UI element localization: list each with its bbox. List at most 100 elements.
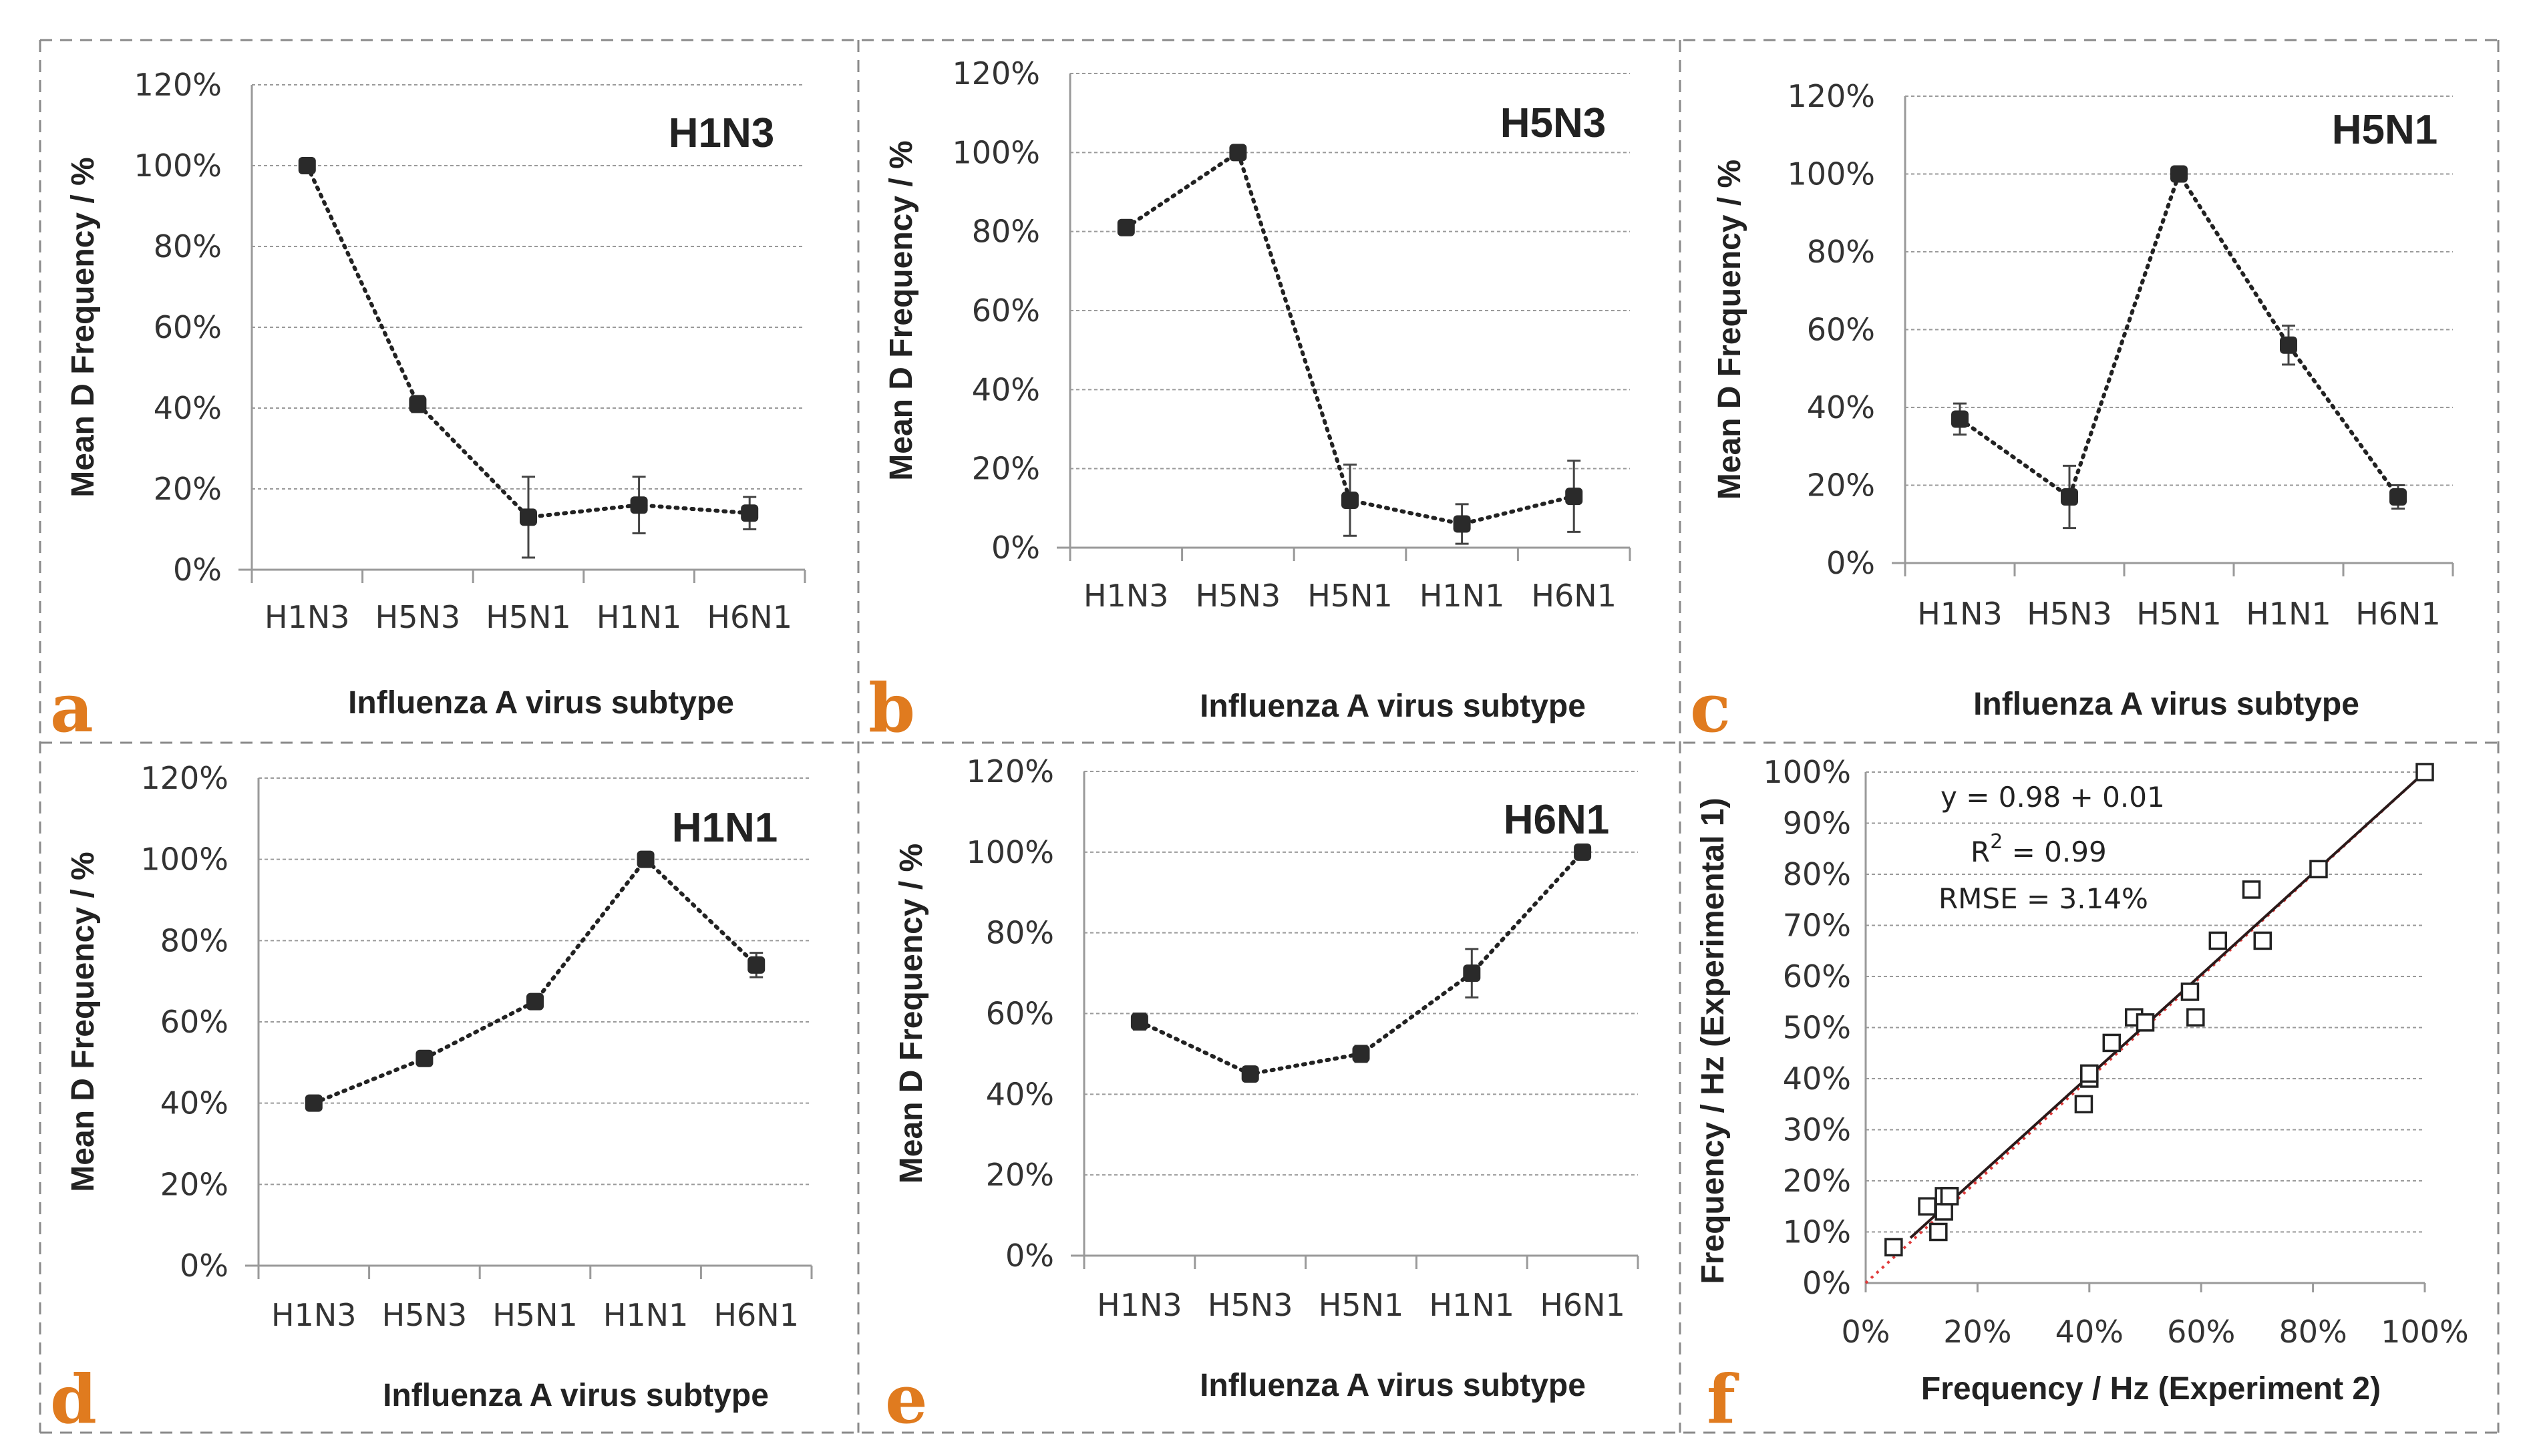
fit-line (1909, 771, 2426, 1239)
scatter-point (2242, 880, 2261, 899)
x-tick-label: H1N3 (265, 599, 350, 635)
scatter-point (2186, 1008, 2205, 1027)
y-tick-label: 0% (1802, 1265, 1851, 1301)
x-axis-title: Influenza A virus subtype (383, 1378, 769, 1413)
y-tick-label: 100% (134, 148, 222, 184)
y-tick-label: 20% (1807, 468, 1875, 504)
x-tick-label: H1N1 (2246, 596, 2331, 632)
y-tick-label: 0% (1005, 1238, 1054, 1274)
y-tick-label: 50% (1783, 1010, 1851, 1046)
scatter-point (2253, 931, 2272, 950)
y-tick-label: 40% (986, 1076, 1054, 1112)
fit-equation: y = 0.98 + 0.01 (1941, 781, 2165, 813)
y-tick-label: 0% (180, 1248, 228, 1284)
r-squared-value: = 0.99 (2003, 836, 2106, 868)
data-point (2280, 336, 2297, 354)
panel-letter: b (868, 669, 915, 747)
y-tick-label: 120% (952, 55, 1040, 92)
x-tick-label: H1N1 (1419, 578, 1505, 614)
y-tick-label: 20% (1783, 1163, 1851, 1199)
y-tick-label: 60% (1783, 958, 1851, 994)
panel-c: 0% 20% 40% 60% 80% 100% 120% H1N3 H5N3 H5N1 H1N1 H6… (1690, 78, 2454, 747)
y-tick-label: 0% (1826, 545, 1875, 581)
r-squared: R2 = 0.99 (1971, 830, 2107, 868)
y-axis-title: Mean D Frequency / % (894, 844, 929, 1184)
r-squared-superscript: 2 (1990, 830, 2003, 854)
data-point (409, 395, 427, 413)
data-point (520, 508, 537, 526)
data-point (1565, 488, 1583, 506)
x-tick-label: H5N1 (1319, 1287, 1404, 1323)
x-tick-label: H6N1 (1531, 578, 1617, 614)
y-tick-label: 100% (1787, 156, 1875, 192)
chart-title: H5N3 (1500, 100, 1607, 146)
y-tick-label: 20% (986, 1157, 1054, 1193)
x-tick-label: 40% (2055, 1314, 2124, 1350)
data-point (2170, 165, 2188, 183)
y-tick-label: 10% (1783, 1214, 1851, 1250)
x-tick-label: H6N1 (2355, 596, 2441, 632)
data-point (1463, 964, 1481, 982)
panel-letter: c (1690, 669, 1731, 747)
y-tick-label: 20% (972, 451, 1040, 487)
data-point (1574, 843, 1592, 861)
x-axis-title: Influenza A virus subtype (1200, 689, 1586, 724)
y-tick-label: 20% (160, 1166, 228, 1202)
x-tick-label: 0% (1842, 1314, 1890, 1350)
data-point (747, 956, 766, 974)
x-tick-label: 100% (2381, 1314, 2469, 1350)
scatter-point (2102, 1033, 2122, 1053)
scatter-point (2415, 763, 2434, 781)
panel-letter: d (50, 1360, 97, 1439)
data-point (2061, 488, 2078, 506)
chart-title: H5N1 (2332, 107, 2438, 153)
scatter-point (1929, 1222, 1948, 1242)
x-tick-label: H5N3 (382, 1297, 468, 1333)
identity-line (1864, 771, 2426, 1284)
y-tick-label: 30% (1783, 1112, 1851, 1148)
y-axis-title: Mean D Frequency / % (65, 157, 101, 497)
x-tick-label: H5N3 (1208, 1287, 1293, 1323)
scatter-point (1934, 1202, 1953, 1221)
x-tick-label: H1N1 (597, 599, 682, 635)
y-tick-label: 20% (154, 471, 222, 507)
scatter-point (2309, 860, 2328, 879)
x-tick-label: H5N3 (2027, 596, 2112, 632)
y-tick-label: 0% (173, 552, 222, 588)
x-tick-label: H6N1 (707, 599, 792, 635)
x-tick-label: H5N1 (486, 599, 571, 635)
scatter-point (2180, 982, 2200, 1001)
data-point (1241, 1065, 1259, 1083)
x-tick-label: H5N3 (1196, 578, 1281, 614)
y-axis-title: Mean D Frequency / % (1712, 160, 1747, 500)
data-point (415, 1049, 434, 1067)
scatter-point (2080, 1064, 2099, 1083)
y-tick-label: 80% (154, 228, 222, 264)
y-tick-label: 120% (1787, 78, 1875, 114)
x-tick-label: H5N1 (1307, 578, 1393, 614)
scatter-point (2074, 1095, 2093, 1113)
data-point (1453, 515, 1471, 533)
y-tick-label: 40% (1807, 389, 1875, 425)
scatter-point (1918, 1197, 1936, 1216)
series-line (1958, 169, 2400, 500)
y-axis-title: Mean D Frequency / % (65, 852, 101, 1192)
y-tick-label: 80% (986, 915, 1054, 951)
panel-b: 0% 20% 40% 60% 80% 100% 120% H1N3 H5N3 H5N1 H1N1 H6… (868, 55, 1631, 747)
data-point (1130, 1013, 1148, 1031)
x-tick-label: 80% (2279, 1314, 2347, 1350)
x-axis-title: Frequency / Hz (Experiment 2) (1921, 1371, 2381, 1407)
chart-title: H1N1 (672, 805, 778, 851)
x-tick-label: H1N1 (603, 1297, 689, 1333)
y-tick-label: 40% (972, 371, 1040, 407)
scatter-point (1940, 1187, 1959, 1206)
panel-letter: a (50, 669, 94, 747)
scatter-point (1884, 1238, 1903, 1257)
x-axis-title: Influenza A virus subtype (1973, 687, 2359, 722)
x-tick-label: H1N3 (1097, 1287, 1182, 1323)
x-tick-label: H1N3 (1083, 578, 1169, 614)
x-tick-label: H1N1 (1429, 1287, 1515, 1323)
x-tick-label: H5N1 (2136, 596, 2222, 632)
y-tick-label: 100% (1763, 754, 1851, 790)
data-point (1352, 1045, 1370, 1063)
